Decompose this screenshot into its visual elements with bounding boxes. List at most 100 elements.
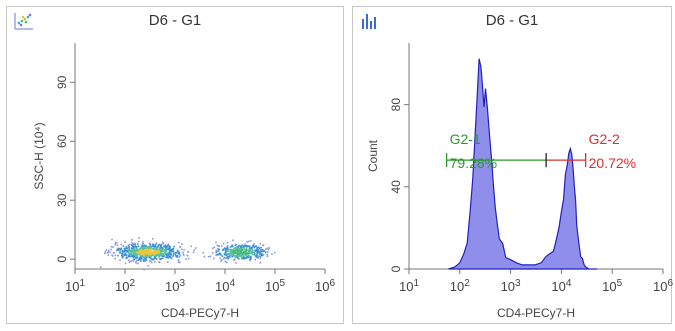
scatter-event: [224, 251, 227, 253]
scatter-event: [105, 249, 108, 251]
scatter-event: [169, 252, 171, 255]
scatter-event: [256, 250, 258, 253]
scatter-event: [138, 237, 140, 239]
scatter-event: [161, 255, 164, 257]
scatter-y-axis-label: SSC-H (10⁴): [32, 122, 46, 189]
scatter-event: [146, 252, 149, 254]
scatter-event: [124, 248, 126, 251]
scatter-event: [122, 253, 125, 256]
scatter-event: [142, 251, 145, 253]
scatter-event: [233, 247, 235, 250]
scatter-event: [154, 247, 157, 249]
scatter-event: [157, 244, 160, 247]
scatter-event: [148, 254, 151, 257]
scatter-event: [112, 246, 114, 248]
histogram-y-axis-label: Count: [366, 139, 380, 172]
scatter-event: [124, 250, 127, 252]
scatter-event: [180, 248, 183, 251]
scatter-event: [133, 253, 135, 256]
scatter-event: [144, 260, 146, 262]
scatter-event: [139, 247, 142, 250]
scatter-event: [146, 256, 149, 258]
scatter-event: [141, 248, 144, 251]
scatter-event: [252, 245, 254, 248]
scatter-event: [142, 260, 145, 263]
scatter-event: [147, 265, 150, 267]
scatter-event: [133, 258, 136, 261]
scatter-event: [229, 250, 232, 253]
scatter-event: [233, 259, 235, 261]
scatter-event: [244, 254, 247, 257]
scatter-event: [150, 251, 153, 253]
scatter-event: [152, 248, 155, 250]
scatter-event: [130, 260, 132, 263]
scatter-event: [239, 248, 241, 250]
scatter-x-tick-label: 104: [215, 278, 235, 294]
scatter-event: [260, 250, 262, 253]
scatter-event: [249, 252, 251, 255]
histogram-plot[interactable]: 101 102 103 104 105 106 0 40 80 CD4-PECy7-H Count G…: [353, 7, 673, 325]
scatter-event: [241, 254, 243, 257]
scatter-event: [134, 253, 137, 256]
scatter-event: [234, 247, 237, 249]
scatter-event: [241, 244, 243, 246]
scatter-event: [172, 255, 174, 258]
scatter-event: [225, 257, 228, 259]
scatter-event: [150, 257, 152, 259]
scatter-event: [165, 250, 168, 252]
scatter-event: [143, 256, 145, 258]
scatter-event: [160, 247, 163, 249]
scatter-event: [133, 255, 136, 258]
scatter-event: [159, 253, 162, 256]
scatter-event: [231, 244, 233, 247]
scatter-event: [158, 248, 161, 250]
scatter-event: [247, 256, 250, 259]
scatter-event: [147, 248, 150, 251]
scatter-event: [242, 257, 245, 260]
scatter-plot[interactable]: 101 102 103 104 105 106 0 30 60 90 CD4-PECy7-H SSC-…: [7, 7, 345, 325]
scatter-event: [167, 252, 170, 254]
scatter-event: [238, 252, 241, 254]
scatter-event: [128, 248, 130, 250]
scatter-event: [219, 252, 221, 254]
scatter-event: [217, 254, 219, 256]
scatter-event: [224, 247, 227, 250]
histogram-icon[interactable]: [359, 11, 381, 31]
scatter-event: [268, 247, 270, 249]
scatter-event: [224, 252, 226, 255]
scatter-event: [161, 250, 164, 252]
scatter-event: [132, 249, 135, 252]
scatter-event: [168, 247, 170, 249]
scatter-event: [165, 254, 168, 256]
scatter-event: [221, 249, 224, 252]
scatter-event: [154, 252, 156, 255]
scatter-event: [158, 254, 160, 257]
scatter-event: [124, 241, 127, 243]
scatter-event: [155, 242, 158, 245]
scatter-event: [143, 244, 146, 247]
scatter-event: [127, 251, 130, 254]
scatter-event: [224, 260, 226, 263]
scatter-event: [251, 248, 254, 251]
scatter-event: [257, 246, 260, 249]
scatter-event: [160, 248, 162, 250]
scatter-event: [247, 245, 250, 247]
scatter-event: [240, 249, 242, 252]
scatter-event: [241, 254, 244, 256]
scatter-event: [135, 256, 138, 258]
scatter-event: [240, 252, 242, 254]
scatter-event: [249, 258, 251, 261]
scatter-event: [152, 244, 154, 247]
scatter-event: [172, 247, 175, 250]
scatter-event: [142, 242, 144, 245]
scatter-plot-icon[interactable]: [13, 11, 35, 31]
scatter-event: [213, 257, 215, 260]
scatter-event: [134, 251, 137, 253]
scatter-event: [181, 243, 183, 245]
scatter-event: [211, 247, 214, 250]
scatter-event: [230, 248, 233, 251]
scatter-event: [262, 244, 264, 247]
scatter-event: [256, 248, 258, 251]
scatter-event: [244, 251, 247, 253]
scatter-event: [140, 249, 142, 251]
